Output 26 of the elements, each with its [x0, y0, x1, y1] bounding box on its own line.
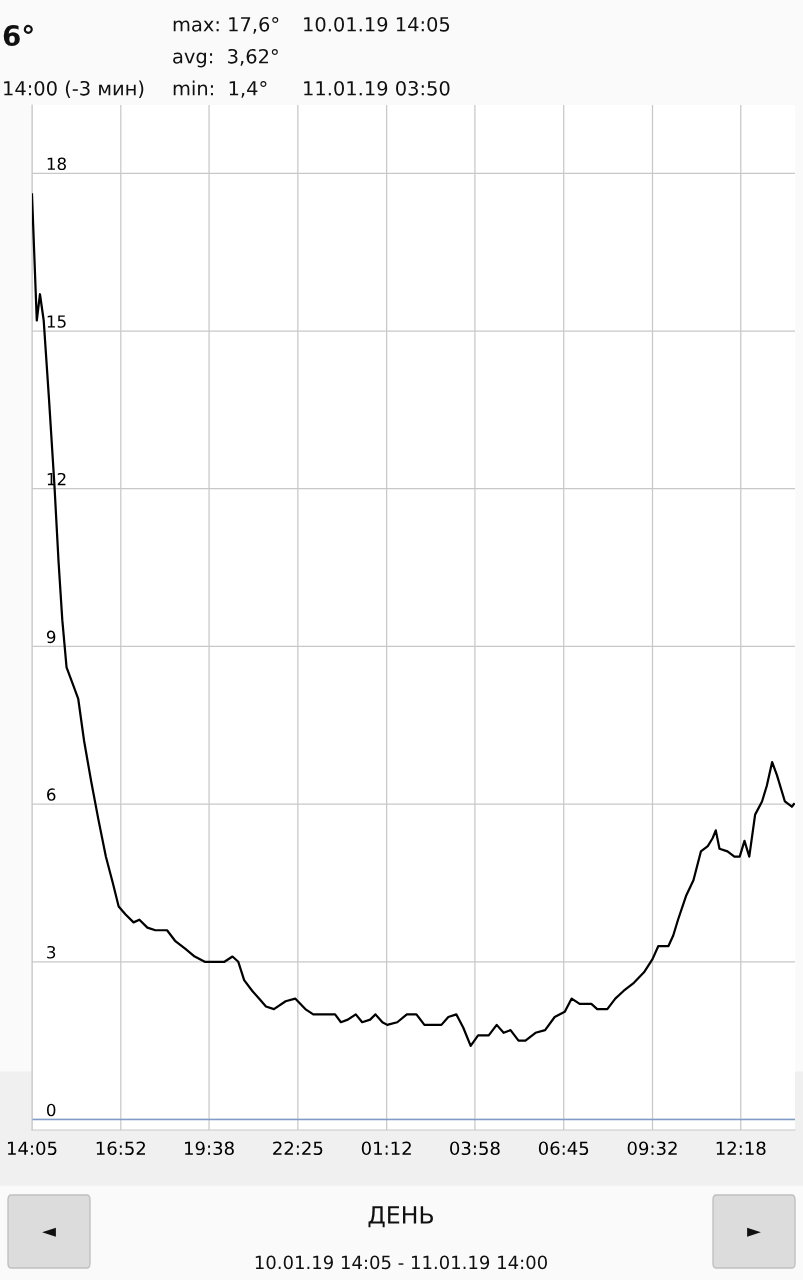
y-tick-label: 18: [47, 157, 66, 171]
x-tick-label: 03:58: [450, 1141, 500, 1156]
x-tick-label: 01:12: [361, 1141, 411, 1156]
text: ДЕНЬ: [368, 1206, 433, 1228]
x-tick-label: 09:32: [627, 1141, 677, 1156]
text: ►: [747, 1227, 761, 1237]
text: 10.01.19 14:05: [304, 16, 450, 32]
x-tick-label: 22:25: [273, 1141, 323, 1156]
y-tick-label: 0: [46, 1103, 56, 1117]
y-tick-label: 9: [46, 630, 56, 644]
y-tick-label: 6: [47, 788, 56, 801]
text: 10.01.19 14:05 - 11.01.19 14:00: [255, 1255, 547, 1270]
text: ◄: [42, 1227, 56, 1237]
x-tick-label: 16:52: [96, 1141, 145, 1156]
text: 11.01.19 03:50: [304, 80, 450, 96]
x-tick-label: 06:45: [538, 1141, 589, 1156]
x-tick-label: 12:18: [716, 1141, 766, 1156]
text: 6°: [3, 24, 33, 47]
y-tick-label: 15: [47, 315, 66, 328]
x-tick-label: 19:38: [185, 1141, 234, 1156]
x-tick-label: 14:05: [7, 1141, 57, 1156]
y-tick-label: 3: [47, 945, 56, 959]
text: min: 1,4°: [173, 80, 267, 98]
text: max: 17,6°: [173, 16, 279, 34]
text: avg: 3,62°: [173, 48, 278, 68]
text: 14:00 (-3 мин): [4, 80, 144, 98]
